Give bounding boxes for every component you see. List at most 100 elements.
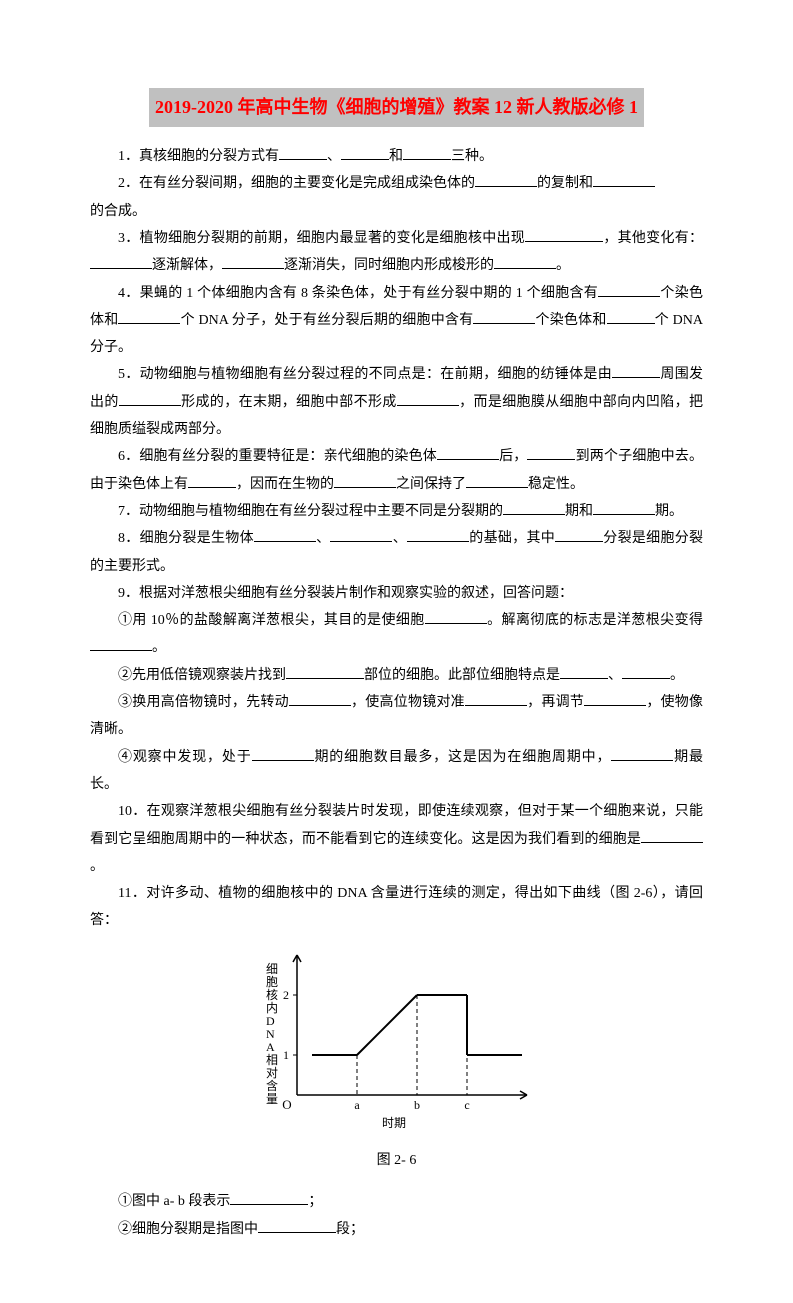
q3-text: 。 <box>556 258 570 273</box>
dna-chart: 1 2 a b c O 细胞核内DNA相对含量时期 <box>90 945 703 1145</box>
q1-text: 和 <box>389 149 403 164</box>
question-9-2: ②先用低倍镜观察装片找到 部位的细胞。此部位细胞特点是 、 。 <box>90 662 703 689</box>
q5-text: 形成的，在末期，细胞中部不形成 <box>181 395 397 410</box>
svg-text:细胞核内DNA相对含量: 细胞核内DNA相对含量 <box>266 962 278 1106</box>
blank <box>465 692 527 706</box>
blank <box>437 447 499 461</box>
page-title: 2019-2020 年高中生物《细胞的增殖》教案 12 新人教版必修 1 <box>149 88 644 127</box>
sub-question-1: ①图中 a- b 段表示 ； <box>90 1188 703 1215</box>
svg-text:b: b <box>414 1098 420 1112</box>
blank <box>188 474 236 488</box>
q1-text: 三种。 <box>451 149 493 164</box>
blank <box>593 174 655 188</box>
question-9-4: ④观察中发现，处于期的细胞数目最多，这是因为在细胞周期中，期最长。 <box>90 744 703 799</box>
sub2-text: 段； <box>336 1222 364 1237</box>
q7-text: 期和 <box>565 504 593 519</box>
blank <box>641 829 703 843</box>
q4-text: 个 DNA 分子，处于有丝分裂后期的细胞中含有 <box>180 313 473 328</box>
q9-3-text: ③换用高倍物镜时，先转动 <box>118 695 289 710</box>
blank <box>90 638 152 652</box>
blank <box>560 665 608 679</box>
blank <box>286 665 364 679</box>
q9-1-text: ①用 10％的盐酸解离洋葱根尖，其目的是使细胞 <box>118 613 425 628</box>
blank <box>425 611 487 625</box>
q9-2-text: 。 <box>670 668 684 683</box>
question-11: 11．对许多动、植物的细胞核中的 DNA 含量进行连续的测定，得出如下曲线（图 … <box>90 880 703 935</box>
sub1-text: ①图中 a- b 段表示 <box>118 1194 230 1209</box>
q9-3-text: ，再调节 <box>527 695 584 710</box>
q8-text: 8．细胞分裂是生物体 <box>118 531 254 546</box>
question-9-3: ③换用高倍物镜时，先转动，使高位物镜对准，再调节，使物像清晰。 <box>90 689 703 744</box>
question-3: 3．植物细胞分裂期的前期，细胞内最显著的变化是细胞核中出现 ，其他变化有： 逐渐解体… <box>90 225 703 280</box>
question-6: 6．细胞有丝分裂的重要特征是：亲代细胞的染色体后，到两个子细胞中去。由于染色体上… <box>90 443 703 498</box>
q9-1-text: 。解离彻底的标志是洋葱根尖变得 <box>487 613 703 628</box>
q9-2-text: ②先用低倍镜观察装片找到 <box>118 668 286 683</box>
q2-text: 的复制和 <box>537 176 593 191</box>
q1-text: 1．真核细胞的分裂方式有 <box>118 149 279 164</box>
blank <box>466 474 528 488</box>
question-10: 10．在观察洋葱根尖细胞有丝分裂装片时发现，即使连续观察，但对于某一个细胞来说，… <box>90 798 703 880</box>
question-9-1: ①用 10％的盐酸解离洋葱根尖，其目的是使细胞 。解离彻底的标志是洋葱根尖变得。 <box>90 607 703 662</box>
question-2: 2．在有丝分裂间期，细胞的主要变化是完成组成染色体的 的复制和 <box>90 170 703 197</box>
q8-text: 、 <box>392 531 407 546</box>
blank <box>334 474 396 488</box>
svg-text:2: 2 <box>283 988 289 1002</box>
q1-text: 、 <box>327 149 341 164</box>
svg-text:a: a <box>354 1098 360 1112</box>
blank <box>118 310 180 324</box>
svg-text:O: O <box>282 1097 291 1112</box>
blank <box>607 310 655 324</box>
blank <box>119 392 181 406</box>
q9-4-text: ④观察中发现，处于 <box>118 750 252 765</box>
q7-text: 7．动物细胞与植物细胞在有丝分裂过程中主要不同是分裂期的 <box>118 504 503 519</box>
q10-text: 。 <box>90 859 104 874</box>
blank <box>230 1192 308 1206</box>
svg-text:1: 1 <box>283 1048 289 1062</box>
blank <box>494 256 556 270</box>
blank <box>555 529 603 543</box>
blank <box>525 228 603 242</box>
blank <box>222 256 284 270</box>
q6-text: 6．细胞有丝分裂的重要特征是：亲代细胞的染色体 <box>118 449 437 464</box>
q2-text: 2．在有丝分裂间期，细胞的主要变化是完成组成染色体的 <box>118 176 475 191</box>
chart-caption: 图 2- 6 <box>90 1147 703 1174</box>
q3-text: 逐渐解体， <box>152 258 222 273</box>
q4-text: 个染色体和 <box>535 313 606 328</box>
q6-text: ，因而在生物的 <box>236 477 334 492</box>
q10-text: 10．在观察洋葱根尖细胞有丝分裂装片时发现，即使连续观察，但对于某一个细胞来说，… <box>90 804 703 846</box>
blank <box>503 501 565 515</box>
question-7: 7．动物细胞与植物细胞在有丝分裂过程中主要不同是分裂期的期和期。 <box>90 498 703 525</box>
svg-text:c: c <box>464 1098 469 1112</box>
blank <box>254 529 316 543</box>
sub2-text: ②细胞分裂期是指图中 <box>118 1222 258 1237</box>
q5-text: 5．动物细胞与植物细胞有丝分裂过程的不同点是：在前期，细胞的纺锤体是由 <box>118 367 612 382</box>
blank <box>330 529 392 543</box>
blank <box>90 256 152 270</box>
q9-2-text: 部位的细胞。此部位细胞特点是 <box>364 668 560 683</box>
blank <box>593 501 655 515</box>
q8-text: 的基础，其中 <box>469 531 555 546</box>
q9-1-text: 。 <box>152 640 166 655</box>
q3-text: 3．植物细胞分裂期的前期，细胞内最显著的变化是细胞核中出现 <box>118 231 525 246</box>
blank <box>598 283 660 297</box>
question-9: 9．根据对洋葱根尖细胞有丝分裂装片制作和观察实验的叙述，回答问题： <box>90 580 703 607</box>
q6-text: 之间保持了 <box>396 477 466 492</box>
blank <box>611 747 673 761</box>
q6-text: 稳定性。 <box>528 477 584 492</box>
sub-question-2: ②细胞分裂期是指图中 段； <box>90 1216 703 1243</box>
blank <box>612 365 660 379</box>
blank <box>279 147 327 161</box>
blank <box>403 147 451 161</box>
svg-text:时期: 时期 <box>382 1116 406 1130</box>
question-1: 1．真核细胞的分裂方式有 、 和 三种。 <box>90 143 703 170</box>
q9-2-text: 、 <box>608 668 622 683</box>
blank <box>341 147 389 161</box>
sub1-text: ； <box>308 1194 322 1209</box>
blank <box>397 392 459 406</box>
q3-text: ，其他变化有： <box>603 231 703 246</box>
blank <box>475 174 537 188</box>
blank <box>527 447 575 461</box>
q9-4-text: 期的细胞数目最多，这是因为在细胞周期中， <box>314 750 612 765</box>
q3-text: 逐渐消失，同时细胞内形成梭形的 <box>284 258 494 273</box>
blank <box>289 692 351 706</box>
